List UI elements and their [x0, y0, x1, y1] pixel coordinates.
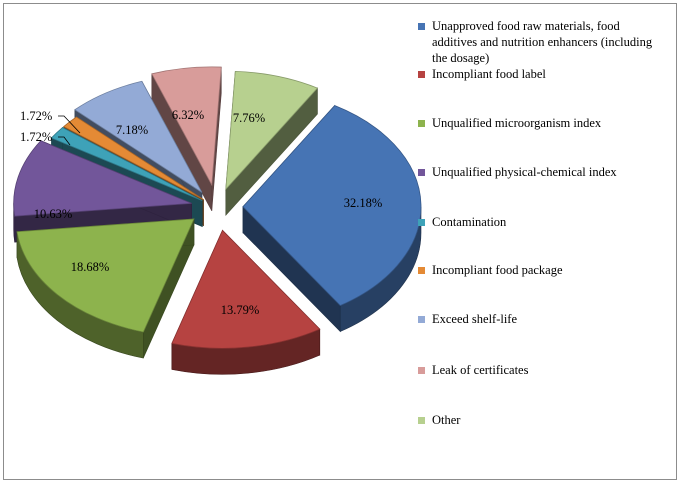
- legend-label: Incompliant food label: [432, 67, 546, 81]
- pie-slice: [225, 70, 319, 216]
- legend-item: Incompliant food package: [418, 262, 668, 278]
- legend-label: Exceed shelf-life: [432, 312, 518, 326]
- legend-label: Incompliant food package: [432, 263, 563, 277]
- legend-label: Other: [432, 413, 461, 427]
- legend-swatch: [418, 23, 425, 30]
- data-label: 7.76%: [233, 111, 265, 125]
- pie-slice: [16, 218, 195, 359]
- legend-swatch: [418, 316, 425, 323]
- legend-label: Unqualified microorganism index: [432, 116, 602, 130]
- legend-item: Unqualified physical-chemical index: [418, 164, 668, 180]
- legend-swatch: [418, 120, 425, 127]
- legend-swatch: [418, 71, 425, 78]
- legend-item: Exceed shelf-life: [418, 311, 668, 327]
- data-label: 10.63%: [34, 207, 73, 221]
- legend-item: Unapproved food raw materials, food addi…: [418, 18, 668, 66]
- pie-slice: [171, 229, 321, 375]
- data-label: 18.68%: [71, 260, 110, 274]
- legend-label: Leak of certificates: [432, 363, 529, 377]
- legend-label: Unqualified physical-chemical index: [432, 165, 617, 179]
- legend-item: Contamination: [418, 214, 668, 230]
- data-label: 1.72%: [20, 109, 52, 123]
- data-label: 13.79%: [221, 303, 260, 317]
- legend-item: Unqualified microorganism index: [418, 115, 668, 131]
- legend-item: Incompliant food label: [418, 66, 668, 82]
- legend-swatch: [418, 267, 425, 274]
- pie-slice: [242, 104, 422, 333]
- legend-swatch: [418, 367, 425, 374]
- legend-swatch: [418, 417, 425, 424]
- pie-slice: [151, 66, 222, 212]
- legend-label: Unapproved food raw materials, food addi…: [432, 19, 653, 65]
- data-label: 32.18%: [344, 196, 383, 210]
- legend-item: Leak of certificates: [418, 362, 668, 378]
- legend-swatch: [418, 169, 425, 176]
- data-label: 7.18%: [116, 123, 148, 137]
- legend-label: Contamination: [432, 215, 507, 229]
- data-label: 6.32%: [172, 108, 204, 122]
- data-label: 1.72%: [20, 130, 52, 144]
- legend-item: Other: [418, 412, 668, 428]
- leader-line: [58, 136, 71, 146]
- legend-swatch: [418, 219, 425, 226]
- leader-line: [58, 115, 81, 134]
